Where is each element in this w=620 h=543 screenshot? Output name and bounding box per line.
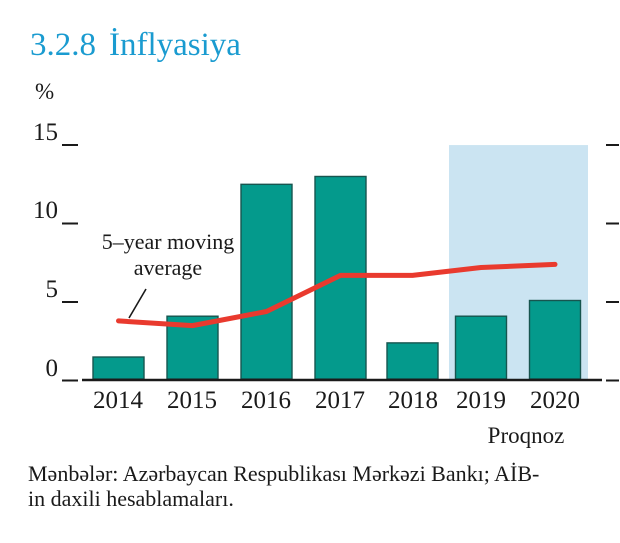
bar-2019 <box>454 315 508 380</box>
bar-2016 <box>240 183 293 380</box>
x-tick-label-2014: 2014 <box>93 387 143 414</box>
y-tick-label-10: 10 <box>33 197 58 224</box>
x-tick-label-2017: 2017 <box>315 387 365 414</box>
chart-title-text: İnflyasiya <box>109 27 241 63</box>
x-tick-label-2018: 2018 <box>388 387 438 414</box>
bar-2014 <box>92 356 145 380</box>
x-tick-label-2019: 2019 <box>456 387 506 414</box>
y-tick-label-0: 0 <box>45 355 59 382</box>
source-note: Mənbələr: Azərbaycan Respublikası Mərkəz… <box>28 461 606 511</box>
source-note-line-2: in daxili hesablamaları. <box>28 486 234 511</box>
bar-2020 <box>528 299 582 380</box>
bar-2018 <box>386 342 439 380</box>
x-tick-label-2016: 2016 <box>241 387 291 414</box>
section-number: 3.2.8 <box>30 27 96 63</box>
chart-title: 3.2.8 İnflyasiya <box>30 26 241 64</box>
moving-average-annotation: 5–year moving average <box>101 229 235 280</box>
x-tick-label-2020: 2020 <box>530 387 580 414</box>
x-tick-label-2015: 2015 <box>167 387 217 414</box>
y-tick-label-5: 5 <box>45 276 59 303</box>
source-note-line-1: Mənbələr: Azərbaycan Respublikası Mərkəz… <box>28 461 540 486</box>
moving-average-line <box>116 261 558 329</box>
inflation-chart <box>62 144 619 382</box>
y-tick-label-15: 15 <box>33 119 58 146</box>
y-axis-unit-label: % <box>35 79 55 104</box>
forecast-label: Proqnoz <box>487 423 565 448</box>
annotation-pointer <box>128 288 147 319</box>
